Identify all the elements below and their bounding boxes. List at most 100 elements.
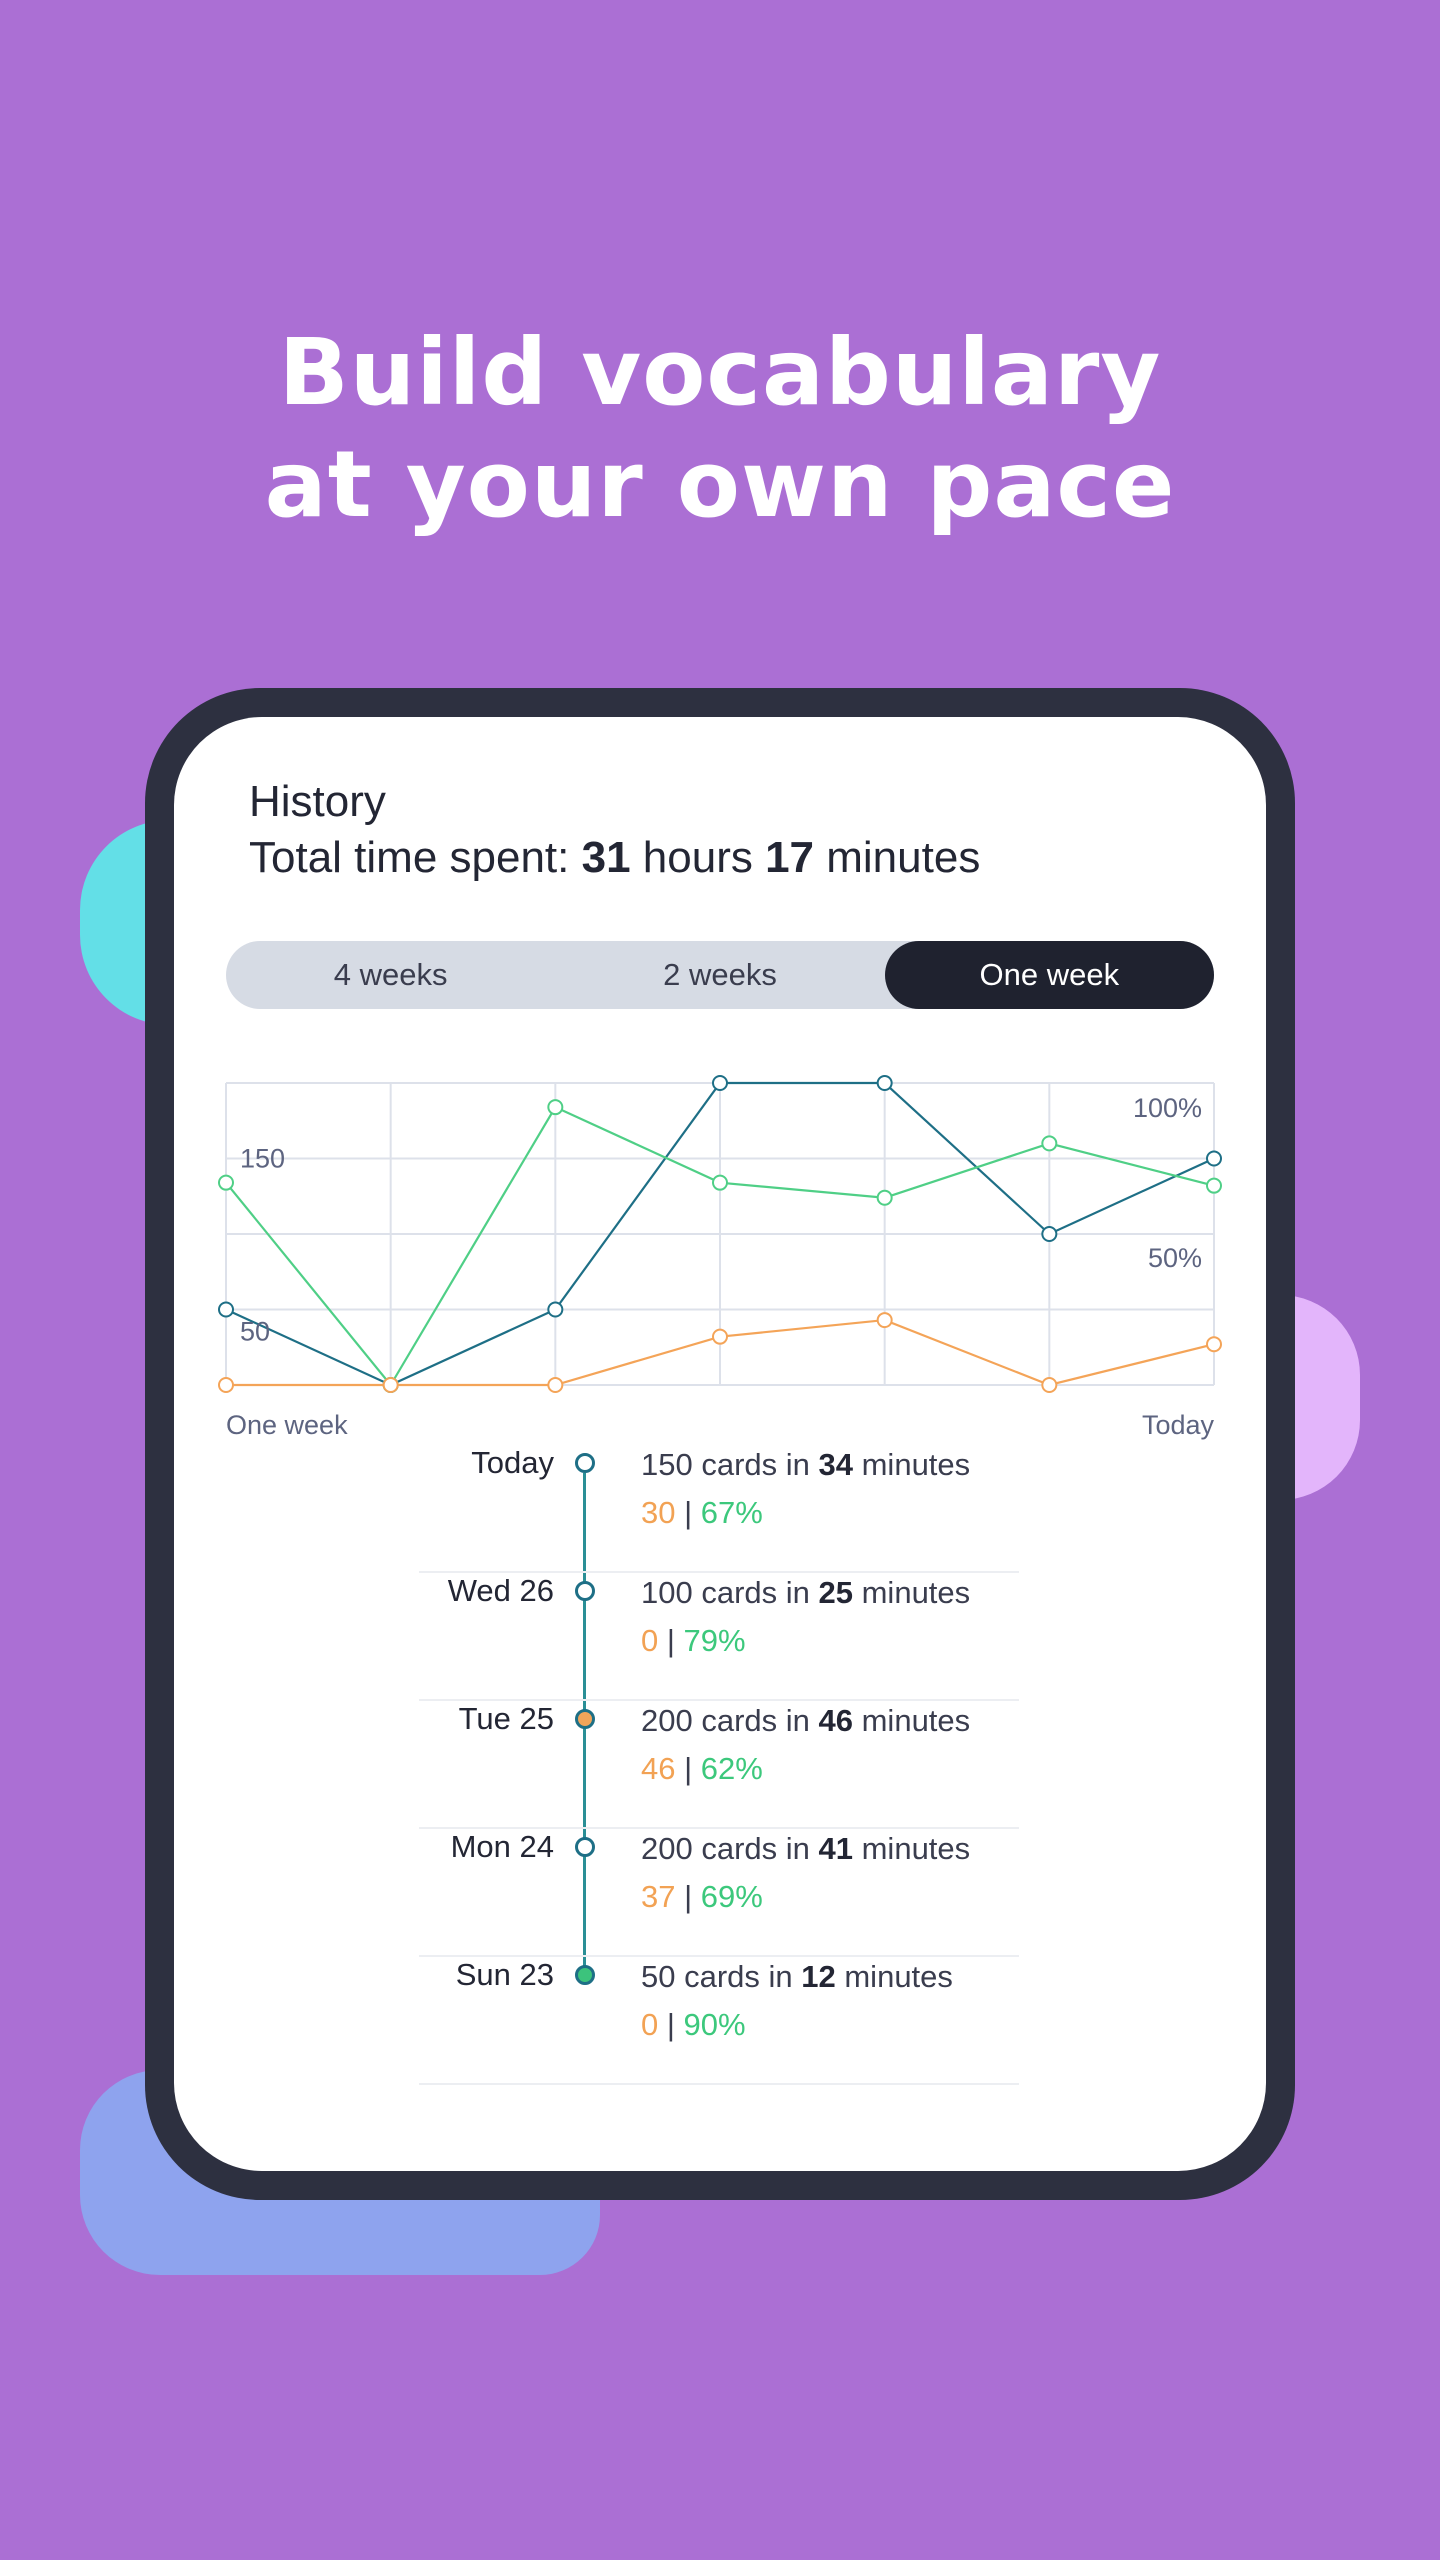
entry-summary: 200 cards in 41 minutes: [641, 1831, 970, 1867]
entry-cards: 100: [641, 1575, 693, 1610]
total-hours-value: 31: [581, 833, 631, 882]
series-2-point: [876, 1189, 893, 1206]
entry-cards-label: cards in: [692, 1703, 819, 1738]
range-tab-4-weeks[interactable]: 4 weeks: [333, 957, 448, 992]
timeline-entry-sun-23[interactable]: Sun 23 50 cards in 12 minutes 0 | 90%: [419, 1955, 1019, 2085]
series-3-point: [218, 1377, 234, 1393]
entry-minutes-label: minutes: [853, 1703, 971, 1738]
total-time-prefix: Total time spent:: [249, 833, 582, 882]
entry-orange-stat: 46: [641, 1751, 676, 1786]
entry-minutes: 12: [801, 1959, 836, 1994]
timeline-entry-mon-24[interactable]: Mon 24 200 cards in 41 minutes 37 | 69%: [419, 1827, 1019, 1957]
series-3-point: [712, 1328, 728, 1345]
entry-green-stat: 69%: [700, 1879, 763, 1914]
entry-green-stat: 79%: [683, 1623, 746, 1658]
series-3-point: [547, 1377, 564, 1393]
series-3-point: [1041, 1377, 1058, 1393]
entry-minutes-label: minutes: [853, 1575, 971, 1610]
series-3-point: [382, 1377, 399, 1393]
chart-labels: 150 50 100% 50% One week Today: [226, 1093, 1214, 1440]
entry-minutes: 34: [818, 1447, 853, 1482]
range-selector: 4 weeks 2 weeks One week: [226, 941, 1214, 1009]
entry-minutes-label: minutes: [853, 1447, 971, 1482]
entry-cards-label: cards in: [692, 1447, 819, 1482]
entry-summary: 100 cards in 25 minutes: [641, 1575, 970, 1611]
entry-minutes: 25: [818, 1575, 853, 1610]
entry-day: Tue 25: [458, 1701, 554, 1736]
entry-minutes: 46: [818, 1703, 853, 1738]
total-minutes-value: 17: [765, 833, 815, 882]
entry-separator: |: [675, 1879, 701, 1914]
entry-cards-label: cards in: [692, 1831, 819, 1866]
entry-day: Mon 24: [450, 1829, 554, 1864]
entry-orange-stat: 37: [641, 1879, 676, 1914]
entry-orange-stat: 30: [641, 1495, 676, 1530]
range-tab-one-week[interactable]: One week: [884, 941, 1214, 1009]
entry-summary: 200 cards in 46 minutes: [641, 1703, 970, 1739]
series-1-point: [547, 1301, 564, 1318]
entry-minutes: 41: [818, 1831, 853, 1866]
right-axis-label-100: 100%: [1133, 1093, 1202, 1123]
series-1-point: [712, 1075, 728, 1091]
phone-screen: History Total time spent: 31 hours 17 mi…: [174, 717, 1266, 2171]
timeline-entry-wed-26[interactable]: Wed 26 100 cards in 25 minutes 0 | 79%: [419, 1571, 1019, 1701]
series-2-point: [547, 1099, 564, 1116]
total-minutes-label: minutes: [814, 833, 981, 882]
entry-marker: [575, 1965, 595, 1985]
entry-summary: 50 cards in 12 minutes: [641, 1959, 953, 1995]
entry-cards: 150: [641, 1447, 693, 1482]
entry-stats: 37 | 69%: [641, 1879, 763, 1915]
entry-orange-stat: 0: [641, 2007, 659, 2042]
series-2-point: [712, 1174, 728, 1191]
series-3-point: [876, 1312, 893, 1329]
entry-marker: [575, 1837, 595, 1857]
timeline-entry-tue-25[interactable]: Tue 25 200 cards in 46 minutes 46 | 62%: [419, 1699, 1019, 1829]
entry-day: Today: [471, 1445, 554, 1480]
timeline-entry-today[interactable]: Today 150 cards in 34 minutes 30 | 67%: [419, 1443, 1019, 1573]
entry-separator: |: [675, 1495, 701, 1530]
headline-line-1: Build vocabulary: [278, 318, 1162, 426]
entry-orange-stat: 0: [641, 1623, 659, 1658]
x-axis-end-label: Today: [1142, 1410, 1215, 1440]
series-1-point: [218, 1301, 234, 1318]
range-tab-2-weeks[interactable]: 2 weeks: [663, 957, 777, 992]
entry-stats: 46 | 62%: [641, 1751, 763, 1787]
entry-stats: 30 | 67%: [641, 1495, 763, 1531]
entry-marker: [575, 1581, 595, 1601]
entry-separator: |: [658, 1623, 684, 1658]
entry-stats: 0 | 79%: [641, 1623, 746, 1659]
total-hours-label: hours: [630, 833, 766, 882]
right-axis-label-50: 50%: [1148, 1243, 1202, 1273]
history-chart: 150 50 100% 50% One week Today: [218, 1075, 1222, 1440]
series-3-point: [1206, 1336, 1222, 1353]
entry-cards: 50: [641, 1959, 676, 1994]
entry-separator: |: [675, 1751, 701, 1786]
entry-day: Wed 26: [447, 1573, 554, 1608]
entry-green-stat: 62%: [700, 1751, 763, 1786]
series-2-point: [1206, 1177, 1222, 1194]
entry-day: Sun 23: [455, 1957, 554, 1992]
entry-marker: [575, 1709, 595, 1729]
entry-stats: 0 | 90%: [641, 2007, 746, 2043]
entry-cards: 200: [641, 1831, 693, 1866]
series-2-point: [1041, 1135, 1058, 1152]
entry-green-stat: 90%: [683, 2007, 746, 2042]
series-1-point: [1041, 1226, 1058, 1242]
entry-summary: 150 cards in 34 minutes: [641, 1447, 970, 1483]
entry-green-stat: 67%: [700, 1495, 763, 1530]
entry-cards: 200: [641, 1703, 693, 1738]
total-time-spent: Total time spent: 31 hours 17 minutes: [249, 833, 980, 883]
left-axis-label-50: 50: [240, 1317, 270, 1347]
entry-minutes-label: minutes: [835, 1959, 953, 1994]
entry-marker: [575, 1453, 595, 1473]
chart-series: [218, 1075, 1222, 1393]
left-axis-label-150: 150: [240, 1144, 285, 1174]
phone-frame: History Total time spent: 31 hours 17 mi…: [145, 688, 1295, 2200]
entry-cards-label: cards in: [692, 1575, 819, 1610]
series-1-point: [1206, 1150, 1222, 1167]
entry-cards-label: cards in: [675, 1959, 802, 1994]
entry-separator: |: [658, 2007, 684, 2042]
headline-line-2: at your own pace: [264, 430, 1176, 538]
x-axis-start-label: One week: [226, 1410, 348, 1440]
history-title: History: [249, 777, 386, 826]
